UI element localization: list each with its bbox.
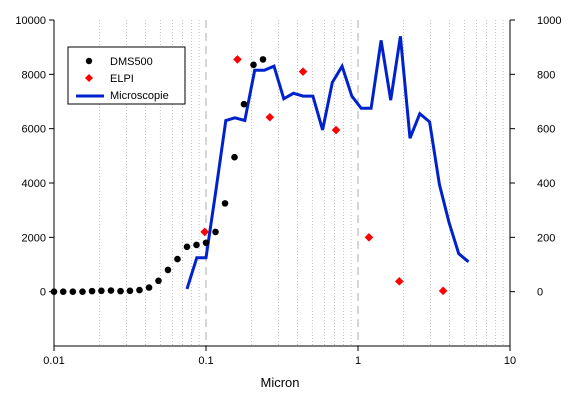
elpi-point bbox=[331, 125, 341, 135]
y-left-tick-label: 10000 bbox=[15, 15, 46, 27]
dms500-point bbox=[59, 288, 67, 295]
y-right-tick-label: 600 bbox=[537, 124, 555, 136]
dms500-point bbox=[69, 288, 77, 295]
dms500-point bbox=[221, 200, 229, 207]
legend-label-elpi: ELPI bbox=[110, 73, 134, 85]
dms500-point bbox=[212, 228, 219, 236]
y-right-tick-label: 1000 bbox=[537, 15, 561, 27]
y-left-tick-label: 0 bbox=[40, 287, 46, 299]
elpi-point bbox=[265, 112, 275, 122]
elpi-point bbox=[395, 277, 404, 286]
dms500-point bbox=[50, 288, 58, 295]
dms500-point bbox=[79, 288, 86, 295]
dms500-point bbox=[202, 239, 210, 247]
dms500-point bbox=[136, 286, 143, 294]
dms500-point bbox=[164, 266, 172, 274]
dms500-point bbox=[231, 153, 238, 161]
dms500-point bbox=[259, 56, 267, 63]
x-tick-label: 1 bbox=[355, 355, 361, 367]
x-tick-label: 10 bbox=[504, 355, 516, 367]
series-layer bbox=[50, 36, 470, 296]
dms500-point bbox=[183, 243, 191, 251]
y-right-tick-label: 800 bbox=[537, 69, 555, 81]
x-tick-label: 0.1 bbox=[198, 355, 213, 367]
y-right-tick-label: 0 bbox=[537, 287, 543, 299]
microscopie-line bbox=[185, 36, 470, 290]
dms500-point bbox=[88, 287, 96, 295]
elpi-point bbox=[233, 55, 242, 64]
elpi-point bbox=[298, 67, 308, 76]
dms500-point bbox=[193, 241, 200, 249]
legend-label-dms500: DMS500 bbox=[110, 56, 153, 68]
legend: DMS500 ELPI Microscopie bbox=[67, 46, 186, 105]
x-axis-label: Micron bbox=[260, 375, 299, 390]
y-left-tick-label: 2000 bbox=[22, 232, 46, 244]
y-left-tick-label: 4000 bbox=[22, 178, 46, 190]
y-left-tick-label: 8000 bbox=[22, 69, 46, 81]
x-tick-label: 0.01 bbox=[43, 355, 64, 367]
y-right-tick-label: 400 bbox=[537, 178, 555, 190]
dms500-point bbox=[126, 287, 134, 295]
legend-marker-elpi bbox=[85, 74, 93, 82]
ticks-layer: 0 2000 4000 6000 8000 10000 0 200 400 600 800 1000 0… bbox=[15, 15, 561, 367]
dms500-point bbox=[250, 61, 257, 69]
dms500-point bbox=[174, 255, 181, 263]
dms500-point bbox=[145, 284, 153, 291]
dms500-point bbox=[98, 287, 105, 295]
legend-label-microscopie: Microscopie bbox=[110, 90, 169, 102]
elpi-point bbox=[364, 233, 374, 242]
dms500-point bbox=[155, 277, 162, 285]
y-right-tick-label: 200 bbox=[537, 232, 555, 244]
elpi-point bbox=[438, 286, 448, 296]
legend-marker-dms500 bbox=[85, 57, 93, 65]
elpi-point bbox=[200, 227, 209, 237]
y-left-tick-label: 6000 bbox=[22, 124, 46, 136]
dms500-point bbox=[117, 287, 124, 295]
dms500-point bbox=[240, 100, 248, 108]
dms500-point bbox=[107, 287, 115, 294]
